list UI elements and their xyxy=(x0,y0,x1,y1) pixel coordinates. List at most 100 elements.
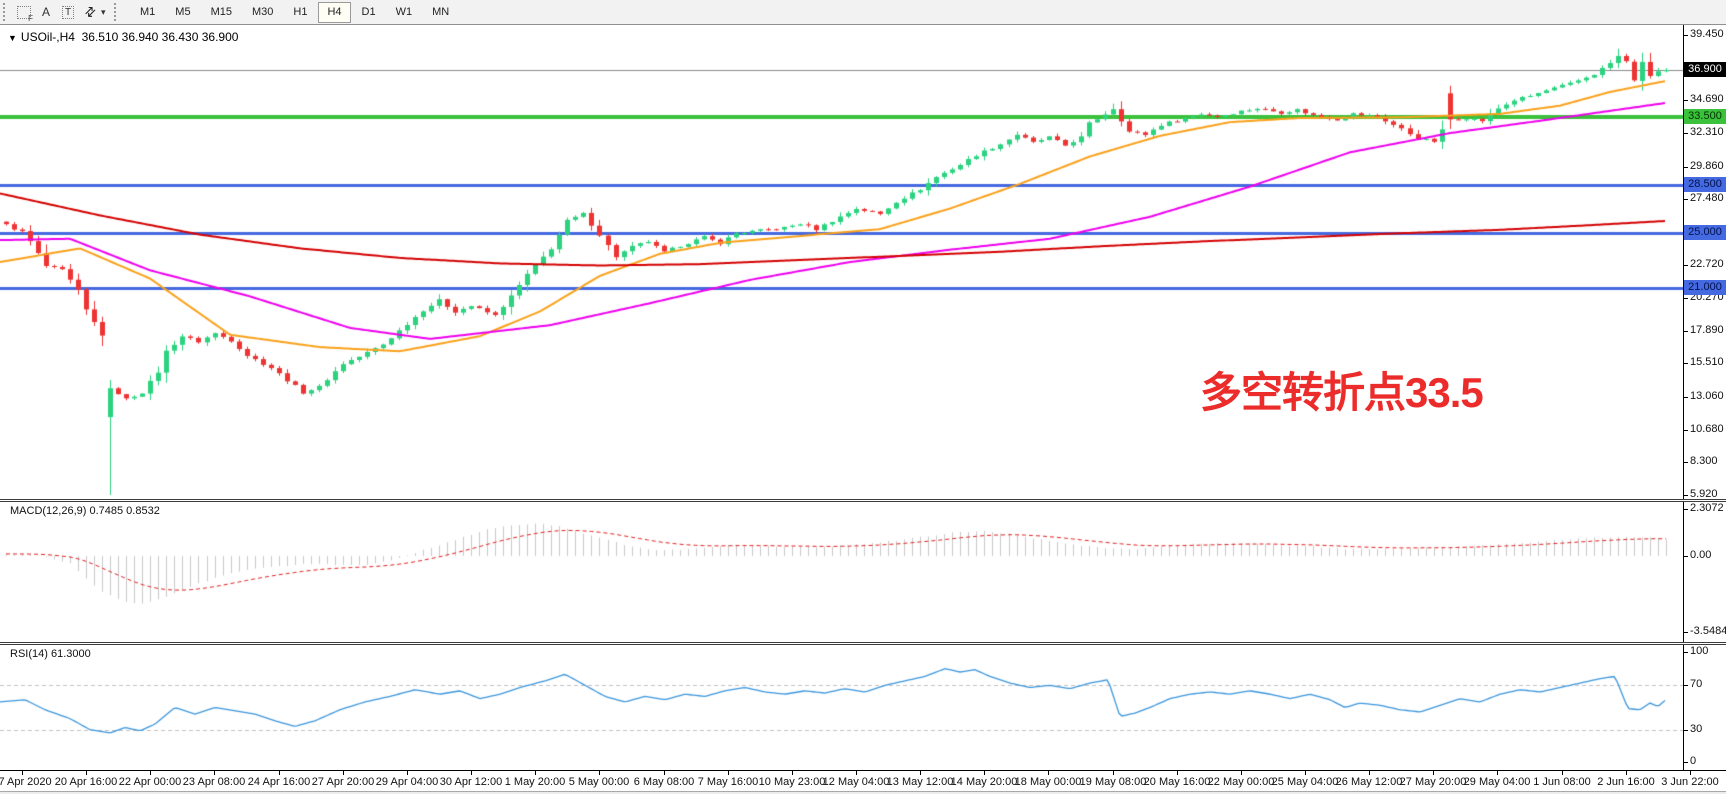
price-badge-33.500: 33.500 xyxy=(1684,109,1726,124)
macd-canvas[interactable] xyxy=(0,502,1684,642)
time-tick-label: 24 Apr 16:00 xyxy=(247,776,311,788)
rsi-tick-label: 70 xyxy=(1690,678,1703,690)
time-tick xyxy=(1562,771,1563,775)
panel-separator[interactable] xyxy=(0,642,1726,645)
time-tick-label: 17 Apr 2020 xyxy=(0,776,52,788)
time-tick xyxy=(1177,771,1178,775)
timeframe-button-D1[interactable]: D1 xyxy=(361,5,376,18)
price-tick xyxy=(1684,363,1688,364)
time-tick xyxy=(728,771,729,775)
rsi-axis[interactable]: 100 70 30 0 xyxy=(1683,645,1726,770)
macd-tick xyxy=(1684,556,1688,557)
time-tick xyxy=(1048,771,1049,775)
timeframe-button-H4[interactable]: H4 xyxy=(318,1,351,23)
price-tick-label: 27.480 xyxy=(1690,192,1724,204)
rsi-tick-label: 30 xyxy=(1690,723,1703,735)
time-tick xyxy=(1305,771,1306,775)
macd-tick xyxy=(1684,509,1688,510)
time-tick xyxy=(471,771,472,775)
timeframe-button-M5[interactable]: M5 xyxy=(175,5,191,18)
time-tick-label: 25 May 04:00 xyxy=(1271,776,1339,788)
time-tick-label: 13 May 12:00 xyxy=(886,776,954,788)
chart-ohlc-values: 36.510 36.940 36.430 36.900 xyxy=(81,30,239,44)
macd-tick-label: -3.5484 xyxy=(1690,625,1726,637)
time-tick-label: 20 May 16:00 xyxy=(1143,776,1211,788)
price-tick xyxy=(1684,167,1688,168)
macd-tick-label: 2.3072 xyxy=(1690,502,1724,514)
toolbar: F A T ⇄ ▾ M1 M5 M15 M30 H1 H4 D1 W1 MN xyxy=(0,0,1726,25)
main-chart-panel: ▼ USOil-,H4 36.510 36.940 36.430 36.900 多… xyxy=(0,25,1726,500)
text-box-icon[interactable]: T xyxy=(57,2,79,22)
timeframe-button-H1[interactable]: H1 xyxy=(293,5,308,18)
timeframe-toolbar-grip[interactable] xyxy=(114,3,121,21)
dropdown-caret-icon[interactable]: ▾ xyxy=(101,6,106,17)
price-chart-canvas[interactable] xyxy=(0,25,1684,499)
rsi-tick xyxy=(1684,685,1688,686)
toolbar-grip[interactable] xyxy=(3,3,10,21)
rsi-tick-label: 0 xyxy=(1690,755,1697,767)
drawing-tools-group: F A T ⇄ ▾ xyxy=(13,2,111,23)
price-badge-21.000: 21.000 xyxy=(1684,280,1726,295)
time-tick xyxy=(86,771,87,775)
price-tick xyxy=(1684,199,1688,200)
panel-separator[interactable] xyxy=(0,499,1726,502)
rsi-tick-label: 100 xyxy=(1690,645,1709,657)
price-badge-25.000: 25.000 xyxy=(1684,225,1726,240)
arrows-tool-icon[interactable]: ⇄ xyxy=(80,2,99,21)
time-tick xyxy=(535,771,536,775)
time-tick-label: 29 Apr 04:00 xyxy=(375,776,439,788)
price-badge-28.500: 28.500 xyxy=(1684,177,1726,192)
price-tick-label: 39.450 xyxy=(1690,28,1724,40)
time-tick-label: 22 Apr 00:00 xyxy=(118,776,182,788)
macd-label: MACD(12,26,9) 0.7485 0.8532 xyxy=(10,505,160,517)
timeframe-button-M1[interactable]: M1 xyxy=(140,5,156,18)
price-tick xyxy=(1684,265,1688,266)
time-tick-label: 6 May 08:00 xyxy=(633,776,695,788)
price-axis[interactable]: 39.450 34.690 32.310 29.860 27.480 22.720 20.2… xyxy=(1683,25,1726,500)
time-tick-label: 14 May 20:00 xyxy=(950,776,1018,788)
price-tick-label: 34.690 xyxy=(1690,93,1724,105)
time-tick-label: 20 Apr 16:00 xyxy=(54,776,118,788)
time-tick xyxy=(792,771,793,775)
rsi-canvas[interactable] xyxy=(0,645,1684,770)
price-badge-36.900: 36.900 xyxy=(1684,62,1726,77)
price-tick-label: 8.300 xyxy=(1690,455,1718,467)
macd-tick-label: 0.00 xyxy=(1690,549,1712,561)
time-tick-label: 30 Apr 12:00 xyxy=(439,776,503,788)
time-tick xyxy=(856,771,857,775)
time-tick xyxy=(1113,771,1114,775)
macd-axis[interactable]: 2.3072 0.00 -3.5484 xyxy=(1683,502,1726,642)
time-tick-label: 1 Jun 08:00 xyxy=(1533,776,1591,788)
time-tick-label: 29 May 04:00 xyxy=(1463,776,1531,788)
chart-window-icon[interactable]: F xyxy=(13,2,35,23)
price-tick-label: 17.890 xyxy=(1690,324,1724,336)
time-tick xyxy=(599,771,600,775)
time-tick xyxy=(1690,771,1691,775)
timeframe-button-M15[interactable]: M15 xyxy=(210,5,232,18)
price-tick-label: 22.720 xyxy=(1690,258,1724,270)
time-tick-label: 19 May 08:00 xyxy=(1079,776,1147,788)
text-label-icon[interactable]: A xyxy=(41,5,50,19)
rsi-tick xyxy=(1684,730,1688,731)
price-tick-label: 32.310 xyxy=(1690,126,1724,138)
time-tick-label: 22 May 00:00 xyxy=(1207,776,1275,788)
time-tick xyxy=(150,771,151,775)
time-tick-label: 27 Apr 20:00 xyxy=(311,776,375,788)
time-tick xyxy=(279,771,280,775)
price-tick-label: 10.680 xyxy=(1690,423,1724,435)
timeframe-toolbar: M1 M5 M15 M30 H1 H4 D1 W1 MN xyxy=(130,0,459,25)
timeframe-button-M30[interactable]: M30 xyxy=(251,5,274,18)
price-tick-label: 15.510 xyxy=(1690,356,1724,368)
bottom-bar xyxy=(0,791,1726,794)
time-tick xyxy=(1369,771,1370,775)
timeframe-button-MN[interactable]: MN xyxy=(432,5,450,18)
time-tick xyxy=(214,771,215,775)
rsi-panel: RSI(14) 61.3000 100 70 30 0 xyxy=(0,645,1726,770)
collapse-arrow-icon[interactable]: ▼ xyxy=(8,33,17,43)
price-tick xyxy=(1684,133,1688,134)
rsi-tick xyxy=(1684,762,1688,763)
macd-panel: MACD(12,26,9) 0.7485 0.8532 2.3072 0.00 -3… xyxy=(0,502,1726,642)
timeframe-button-W1[interactable]: W1 xyxy=(395,5,413,18)
